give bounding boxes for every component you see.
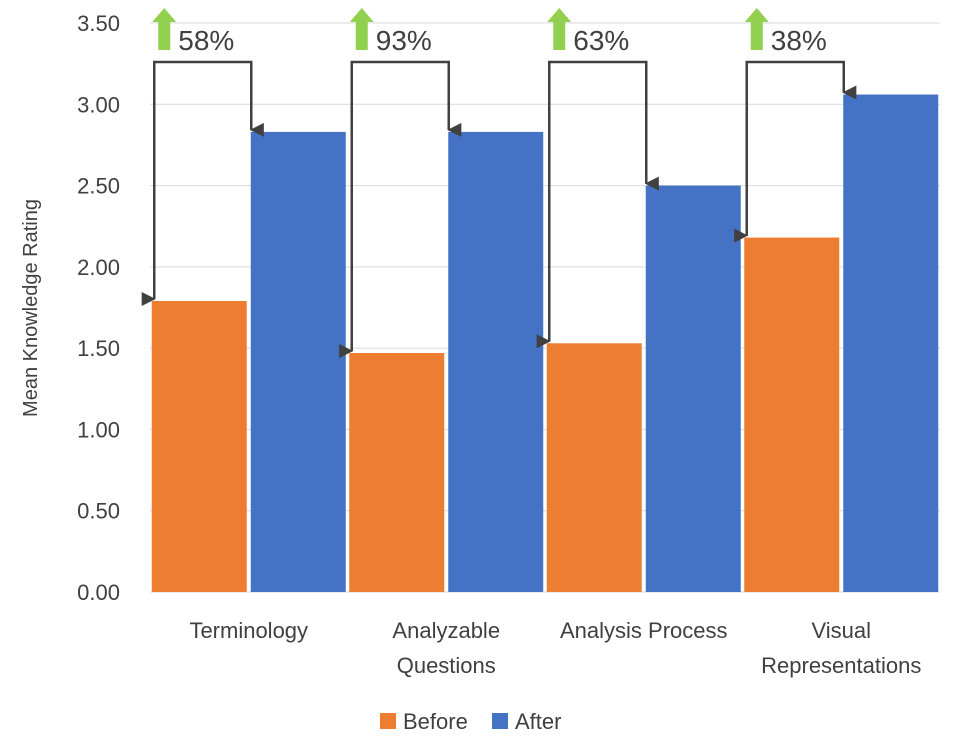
legend-label-before: Before xyxy=(403,709,468,734)
increase-arrow-icon xyxy=(349,8,374,50)
y-tick-label: 0.50 xyxy=(77,499,120,524)
bars xyxy=(151,94,939,593)
y-tick-label: 1.50 xyxy=(77,336,120,361)
legend-swatch-before xyxy=(380,713,396,729)
bar-after xyxy=(250,131,346,592)
bar-after xyxy=(645,185,741,593)
bar-before xyxy=(546,343,642,592)
category-label: Visual xyxy=(811,618,871,643)
y-tick-label: 3.00 xyxy=(77,92,120,117)
bar-before xyxy=(349,353,445,592)
x-axis-categories: Terminology Analyzable Questions Analysis P… xyxy=(189,618,921,678)
bar-before xyxy=(151,300,247,592)
y-tick-label: 2.00 xyxy=(77,255,120,280)
percent-change-label: 93% xyxy=(376,25,432,56)
category-label: Representations xyxy=(761,653,921,678)
change-connector xyxy=(339,60,462,359)
change-connector xyxy=(141,60,264,306)
bar-before xyxy=(744,237,840,592)
y-axis-label: Mean Knowledge Rating xyxy=(20,199,42,417)
legend-label-after: After xyxy=(515,709,561,734)
category-label: Analyzable xyxy=(392,618,500,643)
connectors: 58% 93% 63% 38% xyxy=(141,8,857,359)
category-label: Terminology xyxy=(189,618,308,643)
percent-change-label: 63% xyxy=(573,25,629,56)
y-tick-label: 3.50 xyxy=(77,11,120,36)
percent-change-label: 58% xyxy=(178,25,234,56)
legend-swatch-after xyxy=(492,713,508,729)
category-label: Questions xyxy=(397,653,496,678)
increase-arrow-icon xyxy=(152,8,177,50)
legend: Before After xyxy=(380,709,561,734)
increase-arrow-icon xyxy=(547,8,572,50)
increase-arrow-icon xyxy=(744,8,769,50)
bar-after xyxy=(448,131,544,592)
change-connector xyxy=(734,60,857,243)
y-tick-label: 2.50 xyxy=(77,174,120,199)
y-axis-ticks: 0.00 0.50 1.00 1.50 2.00 2.50 3.00 3.50 xyxy=(77,11,120,605)
percent-change-label: 38% xyxy=(771,25,827,56)
bar-after xyxy=(843,94,939,592)
category-label: Analysis Process xyxy=(560,618,728,643)
y-tick-label: 0.00 xyxy=(77,580,120,605)
change-connector xyxy=(536,60,659,349)
y-tick-label: 1.00 xyxy=(77,417,120,442)
